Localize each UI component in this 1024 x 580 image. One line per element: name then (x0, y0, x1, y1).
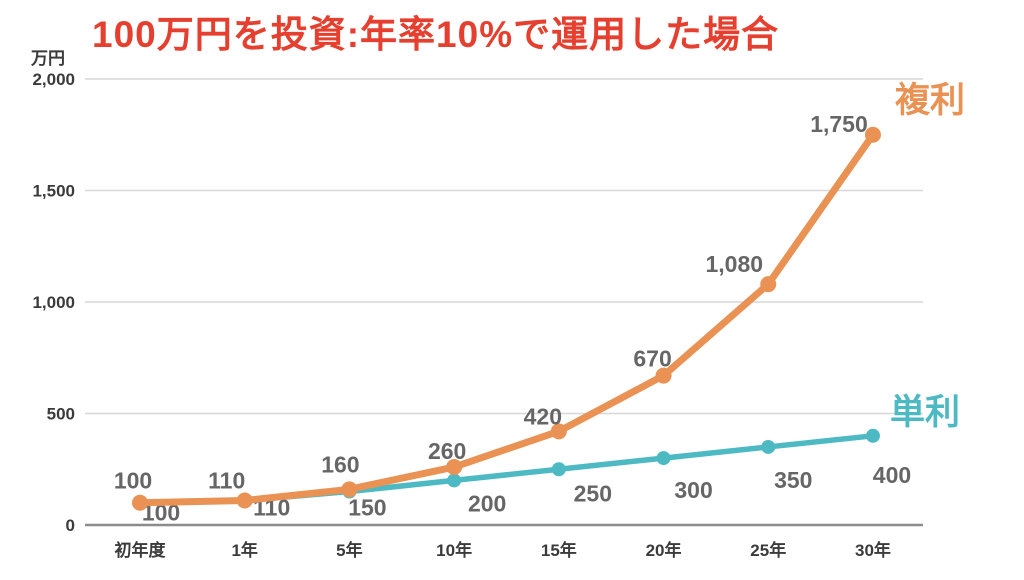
compound-data-point (760, 276, 777, 293)
compound-data-label: 110 (208, 467, 245, 493)
legend-compound-label: 複利 (895, 81, 965, 120)
compound-data-label: 420 (524, 403, 562, 429)
compound-data-point (864, 126, 881, 143)
compound-data-point (236, 492, 253, 509)
simple-data-point (865, 428, 880, 443)
x-axis-tick-label: 15年 (541, 540, 577, 560)
grid-layer (85, 78, 923, 527)
compound-data-label: 670 (633, 346, 671, 372)
compound-data-label: 1,080 (705, 251, 763, 277)
chart-title: 100万円を投資:年率10%で運用した場合 (92, 14, 780, 55)
simple-data-point (447, 473, 462, 488)
x-axis-tick-label: 初年度 (115, 540, 167, 560)
simple-data-label: 400 (873, 462, 911, 488)
x-axis-tick-label: 20年 (646, 540, 682, 560)
compound-data-point (550, 423, 567, 440)
simple-data-point (656, 451, 671, 466)
compound-data-label: 160 (321, 451, 359, 477)
legend-simple-label: 単利 (890, 393, 960, 432)
simple-data-label: 250 (574, 480, 612, 506)
compound-data-label: 260 (428, 438, 466, 464)
y-axis-tick-label: 1,000 (32, 293, 75, 312)
simple-data-point (761, 439, 776, 454)
x-axis-tick-label: 10年 (436, 540, 472, 560)
y-axis-tick-label: 1,500 (32, 182, 75, 201)
y-axis-tick-label: 500 (47, 405, 75, 424)
simple-data-point (551, 462, 566, 477)
y-axis-unit-label: 万円 (30, 49, 65, 68)
compound-data-point (655, 367, 672, 384)
axis-labels-layer: 0 500 1,000 1,500 2,000 初年度 1年 5年 10年 15年 20年 25年 30… (32, 70, 890, 560)
compound-data-label: 1,750 (810, 111, 868, 137)
x-axis-tick-label: 30年 (855, 540, 891, 560)
simple-data-label: 200 (468, 490, 506, 516)
compound-data-point (446, 459, 463, 476)
compound-line (136, 131, 877, 507)
x-axis-tick-label: 1年 (231, 540, 257, 560)
simple-data-label: 300 (674, 477, 712, 503)
y-axis-tick-label: 0 (66, 516, 75, 535)
x-axis-tick-label: 5年 (336, 540, 362, 560)
compound-data-point (341, 481, 358, 498)
compound-data-label: 100 (114, 468, 152, 494)
y-axis-tick-label: 2,000 (32, 70, 75, 89)
simple-data-label: 350 (774, 467, 812, 493)
simple-data-label: 150 (348, 495, 386, 521)
compound-data-point (132, 494, 148, 511)
x-axis-tick-label: 25年 (750, 540, 786, 560)
